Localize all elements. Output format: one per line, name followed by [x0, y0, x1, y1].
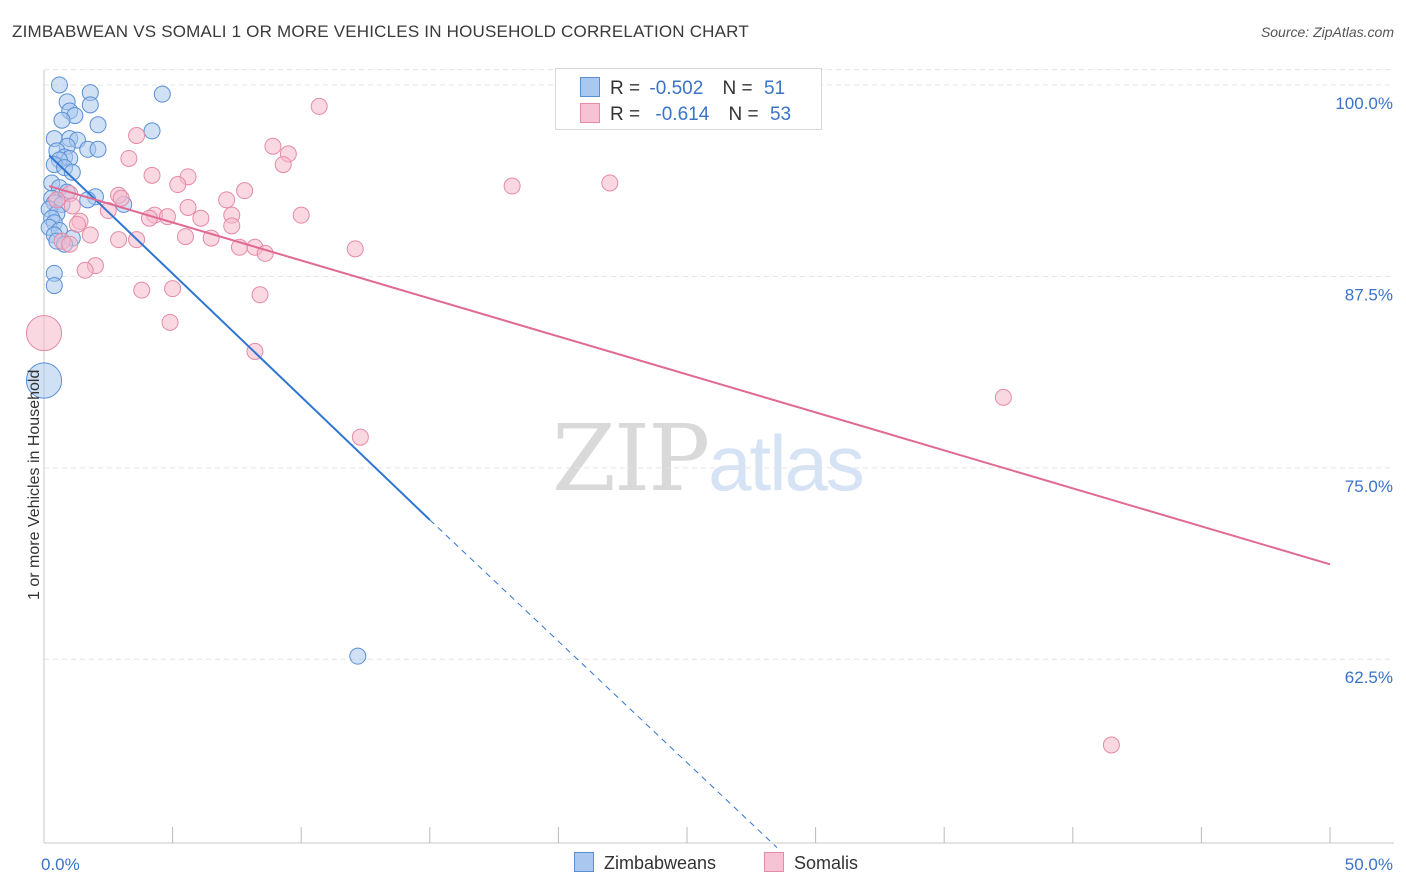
- legend-n-value: 53: [769, 104, 792, 125]
- somali-point: [164, 280, 182, 298]
- x-tick-label: 0.0%: [41, 855, 80, 874]
- zimbabwean-point: [349, 647, 367, 665]
- legend-r-value: -0.614: [655, 104, 710, 125]
- legend-r-label: R =: [610, 78, 641, 99]
- somali-point: [112, 189, 130, 207]
- somali-point: [503, 177, 521, 195]
- somali-point: [120, 149, 138, 167]
- somali-point: [128, 127, 146, 145]
- bottom-legend-label: Somalis: [794, 853, 859, 873]
- somali-point: [81, 226, 99, 244]
- y-tick-label: 87.5%: [1345, 285, 1393, 304]
- somali-trend-line: [48, 185, 1331, 566]
- zimbabwean-point: [89, 140, 107, 158]
- somali-point: [601, 174, 619, 192]
- bottom-legend-zimbabweans: Zimbabweans: [574, 852, 716, 874]
- legend-swatch-blue: [580, 77, 600, 97]
- somali-point: [161, 313, 179, 331]
- somali-point: [223, 217, 241, 235]
- somali-point: [310, 97, 328, 115]
- zimbabwean-point: [25, 362, 63, 399]
- zimbabwean-point: [143, 122, 161, 140]
- watermark-zip: ZIP: [552, 405, 710, 512]
- zimbabwean-point: [153, 85, 171, 103]
- somali-point: [61, 235, 79, 253]
- zimbabwean-point: [89, 116, 107, 134]
- legend-r-label: R =: [610, 104, 641, 125]
- zimbabwean-point: [45, 277, 63, 295]
- zimbabwean-trend-extension: [429, 519, 778, 848]
- somali-point: [346, 240, 364, 258]
- zimbabwean-point: [53, 111, 71, 129]
- somali-point: [351, 428, 369, 446]
- somali-point: [68, 215, 86, 233]
- bottom-legend-swatch-pink: [764, 852, 784, 872]
- somali-point: [251, 286, 269, 304]
- legend-n-label: N =: [722, 78, 753, 99]
- chart-title: ZIMBABWEAN VS SOMALI 1 OR MORE VEHICLES …: [12, 22, 749, 41]
- somali-point: [63, 197, 81, 215]
- somali-point: [192, 209, 210, 227]
- somali-point: [236, 182, 254, 200]
- legend-row-zimbabweans: R = -0.502 N = 51: [580, 77, 785, 100]
- zimbabwean-point: [50, 76, 68, 94]
- legend-n-label: N =: [728, 104, 759, 125]
- zimbabwean-point: [81, 96, 99, 114]
- legend-row-somalis: R = -0.614 N = 53: [580, 103, 791, 126]
- y-tick-label: 75.0%: [1345, 477, 1393, 496]
- y-tick-label: 100.0%: [1335, 94, 1393, 113]
- somali-point: [143, 166, 161, 184]
- bottom-legend-somalis: Somalis: [764, 852, 858, 874]
- correlation-legend: R = -0.502 N = 51 R = -0.614 N = 53: [555, 68, 822, 130]
- somali-point: [169, 176, 187, 194]
- y-axis-label: 1 or more Vehicles in Household: [26, 369, 43, 600]
- y-tick-label: 62.5%: [1345, 668, 1393, 687]
- somali-point: [1102, 736, 1120, 754]
- bottom-legend-label: Zimbabweans: [604, 853, 717, 873]
- x-tick-label: 50.0%: [1345, 855, 1393, 874]
- bottom-legend-swatch-blue: [574, 852, 594, 872]
- somali-point: [76, 261, 94, 279]
- somali-point: [274, 156, 292, 174]
- somali-point: [48, 191, 66, 209]
- source-label: Source: ZipAtlas.com: [1260, 24, 1394, 40]
- somali-point: [110, 231, 128, 249]
- zimbabwean-trend-line: [48, 154, 431, 521]
- somali-point: [176, 228, 194, 246]
- somali-point: [264, 137, 282, 155]
- legend-r-value: -0.502: [649, 78, 704, 99]
- somali-point: [994, 388, 1012, 406]
- zimbabwean-point: [63, 163, 81, 181]
- somali-point: [179, 198, 197, 216]
- somali-point: [292, 206, 310, 224]
- legend-swatch-pink: [580, 103, 600, 123]
- legend-n-value: 51: [763, 78, 786, 99]
- somali-point: [133, 281, 151, 299]
- watermark-atlas: atlas: [708, 419, 865, 507]
- somali-point: [25, 314, 63, 352]
- somali-point: [218, 191, 236, 209]
- watermark: ZIPatlas: [552, 405, 865, 512]
